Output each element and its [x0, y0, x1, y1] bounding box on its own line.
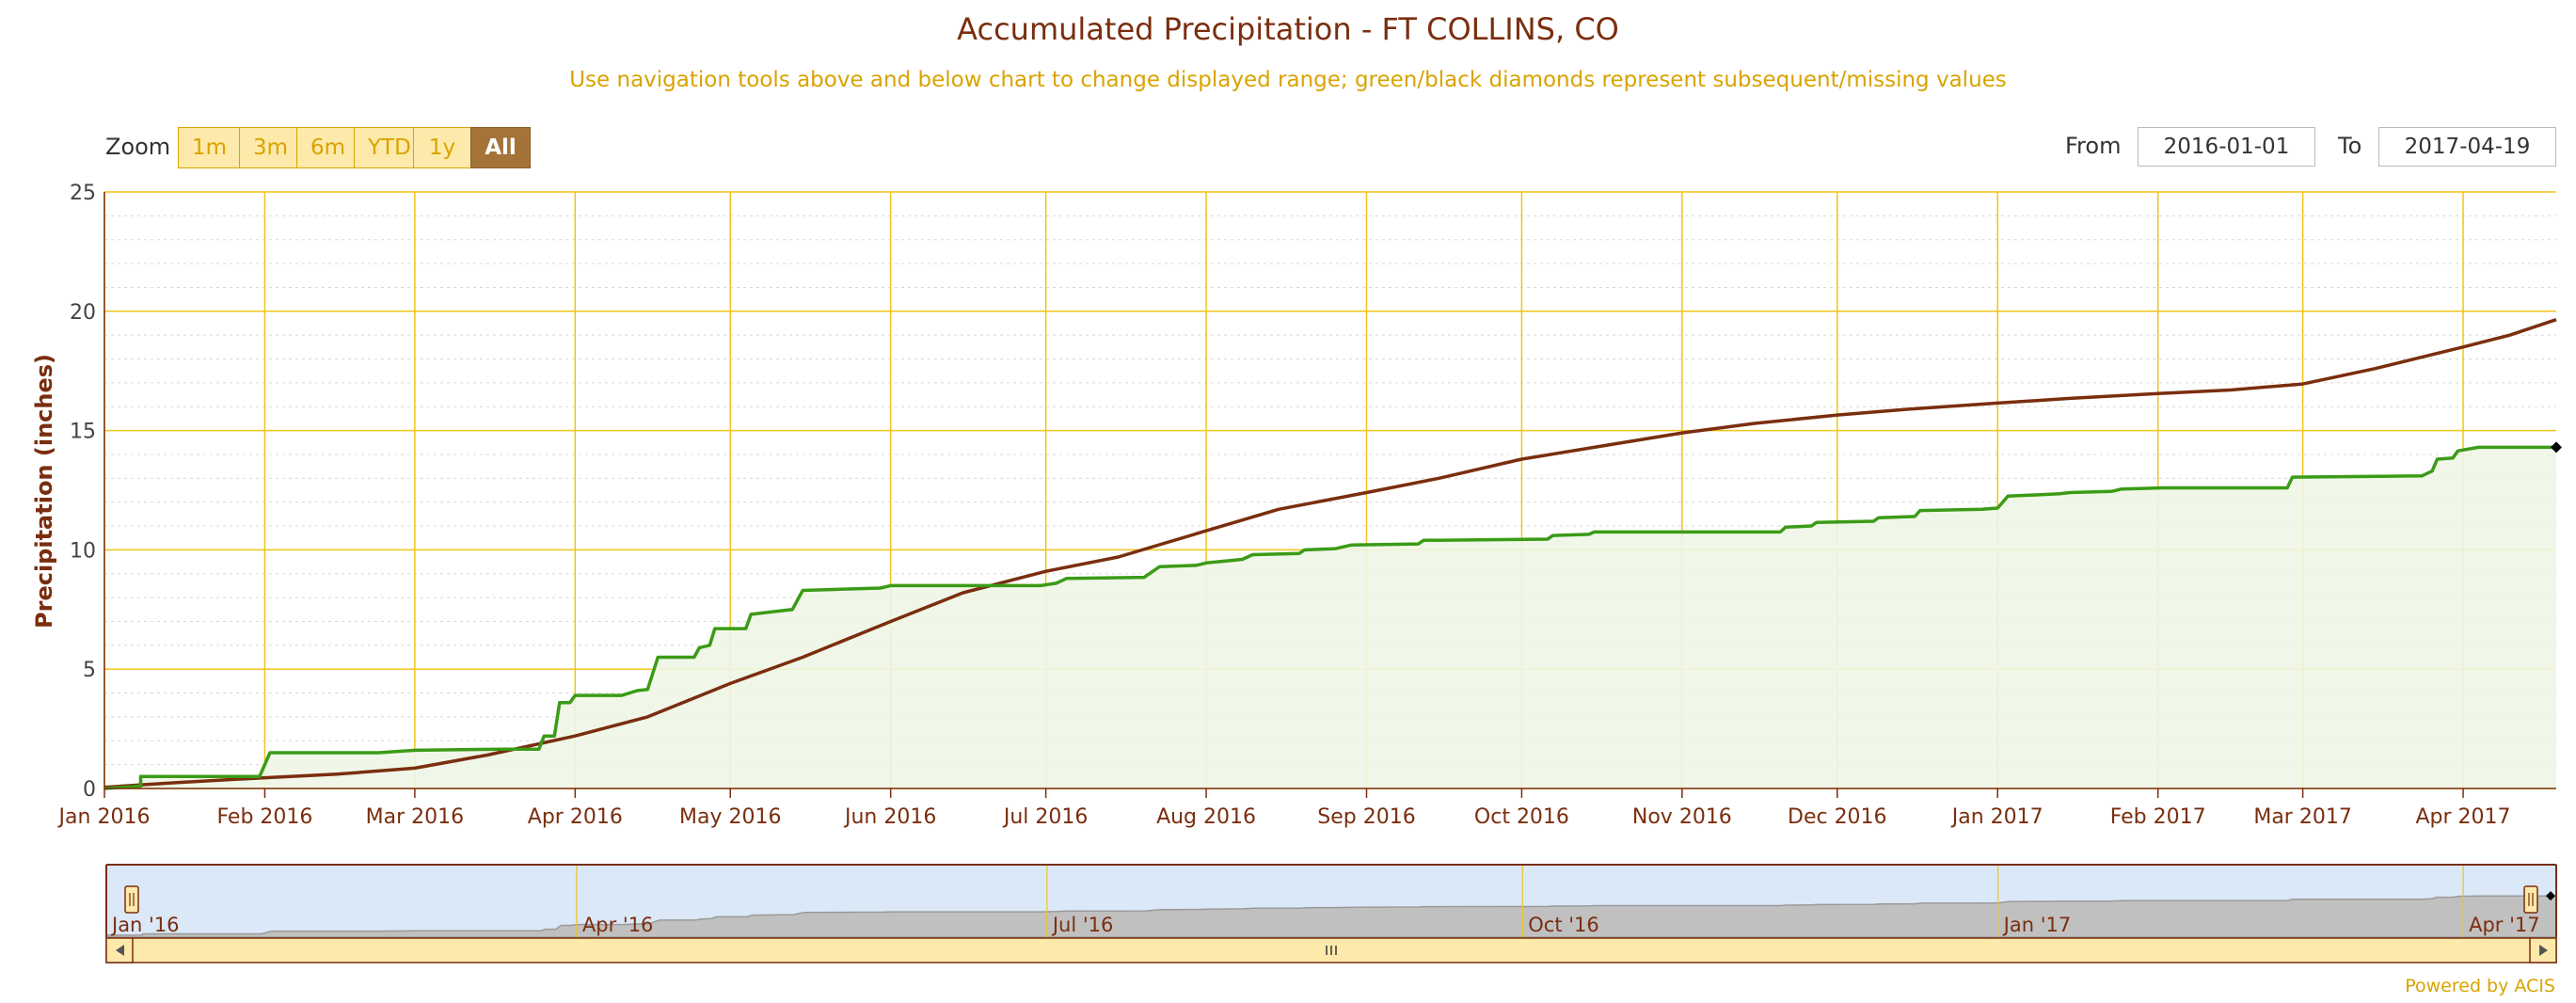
y-tick-label: 20	[70, 301, 96, 325]
navigator-axis-label: Apr '16	[582, 914, 654, 936]
x-tick-label: Mar 2016	[366, 805, 465, 829]
to-date-input[interactable]: 2017-04-19	[2378, 127, 2556, 167]
zoom-6m-button[interactable]: 6m	[296, 127, 355, 168]
navigator[interactable]: Jan '16 Apr '16 Jul '16 Oct '16 Jan '17 Apr '…	[105, 864, 2557, 963]
from-label: From	[2065, 133, 2122, 159]
handle-body[interactable]	[124, 885, 139, 914]
x-tick-label: May 2016	[679, 805, 781, 829]
y-tick-label: 15	[70, 421, 96, 444]
observed-area-fill	[104, 447, 2556, 788]
navigator-axis-label: Oct '16	[1528, 914, 1598, 936]
navigator-series-area	[105, 895, 2557, 938]
powered-by-credit: Powered by ACIS	[2405, 976, 2555, 996]
zoom-3m-button[interactable]: 3m	[239, 127, 297, 168]
x-tick-label: Aug 2016	[1156, 805, 1256, 829]
navigator-axis-label: Jan '17	[2002, 914, 2072, 936]
y-tick-label: 10	[70, 539, 96, 563]
x-tick-label: Apr 2016	[528, 805, 623, 829]
navigator-axis-label: Jan '16	[110, 914, 180, 936]
navigator-axis-label: Jul '16	[1051, 914, 1114, 936]
handle-body[interactable]	[2523, 885, 2538, 914]
x-tick-label: Feb 2017	[2110, 805, 2206, 829]
x-tick-label: Apr 2017	[2416, 805, 2511, 829]
y-axis-label: Precipitation (inches)	[31, 354, 57, 629]
zoom-label: Zoom	[105, 134, 171, 160]
y-tick-label: 0	[83, 778, 96, 802]
axis-layer: 0 5 10 15 20 25 Jan 2016 Feb 2016 Mar 2016 Apr 20…	[57, 182, 2556, 829]
missing-value-diamond-marker	[2551, 441, 2562, 454]
chart-subtitle: Use navigation tools above and below cha…	[569, 68, 2007, 92]
scroll-left-arrow-icon	[116, 945, 124, 956]
y-tick-label: 25	[70, 182, 96, 205]
navigator-left-handle[interactable]	[124, 885, 139, 914]
x-tick-label: Jun 2016	[843, 805, 936, 829]
navigator-axis-label: Apr '17	[2469, 914, 2540, 936]
x-tick-label: Mar 2017	[2253, 805, 2352, 829]
x-tick-label: Jul 2016	[1002, 805, 1089, 829]
series-layer	[103, 318, 2562, 790]
x-tick-label: Oct 2016	[1474, 805, 1569, 829]
x-tick-label: Sep 2016	[1317, 805, 1415, 829]
zoom-ytd-button[interactable]: YTD	[354, 127, 414, 168]
x-tick-label: Jan 2016	[57, 805, 151, 829]
y-tick-label: 5	[83, 659, 96, 682]
chart-title: Accumulated Precipitation - FT COLLINS, …	[957, 11, 1619, 47]
to-label: To	[2338, 133, 2362, 159]
zoom-button-group: 1m 3m 6m YTD 1y All	[178, 127, 531, 168]
zoom-all-button[interactable]: All	[470, 127, 531, 168]
x-tick-label: Nov 2016	[1632, 805, 1732, 829]
scroll-right-arrow-icon	[2539, 945, 2548, 956]
navigator-diamond-marker	[2546, 891, 2555, 901]
observed-precipitation-line	[103, 445, 2556, 790]
x-tick-label: Feb 2016	[216, 805, 312, 829]
x-tick-label: Jan 2017	[1950, 805, 2043, 829]
navigator-right-handle[interactable]	[2523, 885, 2538, 914]
zoom-1y-button[interactable]: 1y	[413, 127, 471, 168]
x-tick-label: Dec 2016	[1788, 805, 1887, 829]
from-date-input[interactable]: 2016-01-01	[2138, 127, 2315, 167]
